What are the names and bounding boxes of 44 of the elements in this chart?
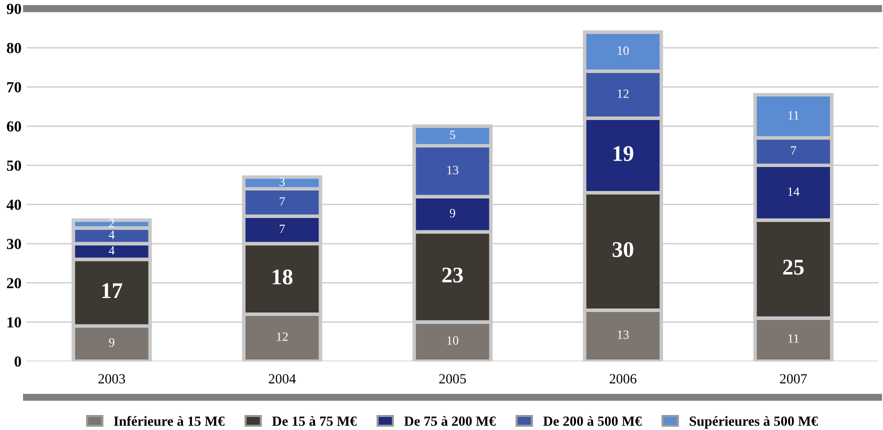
data-label: 30 — [612, 242, 634, 258]
data-label: 11 — [788, 334, 799, 343]
data-label: 12 — [276, 332, 288, 341]
data-label: 13 — [447, 166, 458, 174]
y-tick-label: 30 — [6, 238, 22, 250]
x-tick-label: 2005 — [439, 374, 466, 384]
data-label: 7 — [280, 197, 285, 206]
data-label: 10 — [447, 336, 458, 345]
legend-label: De 200 à 500 M€ — [543, 416, 642, 426]
data-label: 9 — [450, 209, 456, 218]
data-label: 19 — [614, 146, 634, 162]
legend-label: Inférieure à 15 M€ — [114, 416, 225, 426]
x-tick-label: 2006 — [610, 374, 636, 384]
data-label: 9 — [108, 338, 114, 347]
y-tick-label: 50 — [6, 160, 22, 171]
y-tick-label: 90 — [6, 4, 22, 14]
data-label: 7 — [280, 224, 285, 233]
data-label: 5 — [450, 130, 456, 140]
y-tick-label: 70 — [7, 82, 22, 92]
x-tick-label: 2003 — [98, 374, 126, 384]
data-label: 14 — [788, 187, 800, 196]
data-label: 18 — [272, 269, 292, 284]
y-tick-label: 60 — [6, 121, 22, 132]
x-tick-label: 2004 — [268, 374, 296, 384]
y-tick-label: 80 — [6, 42, 22, 54]
legend-label: De 15 à 75 M€ — [272, 416, 357, 426]
data-label: 12 — [618, 90, 629, 98]
legend-label: De 75 à 200 M€ — [404, 416, 496, 426]
data-label: 10 — [618, 46, 629, 55]
data-label: 4 — [108, 230, 115, 239]
data-label: 7 — [791, 146, 796, 155]
data-label: 4 — [108, 246, 115, 255]
y-tick-label: 40 — [6, 200, 22, 210]
y-tick-label: 0 — [14, 356, 22, 367]
y-tick-label: 10 — [8, 317, 22, 328]
data-label: 3 — [280, 178, 285, 186]
x-tick-label: 2007 — [780, 374, 807, 384]
legend-label: Supérieures à 500 M€ — [690, 416, 818, 429]
data-label: 23 — [442, 268, 463, 283]
data-label: 25 — [783, 260, 804, 275]
data-label: 11 — [788, 111, 799, 120]
data-label: 13 — [618, 330, 629, 339]
data-label: 17 — [102, 283, 122, 298]
y-tick-label: 20 — [6, 278, 22, 288]
